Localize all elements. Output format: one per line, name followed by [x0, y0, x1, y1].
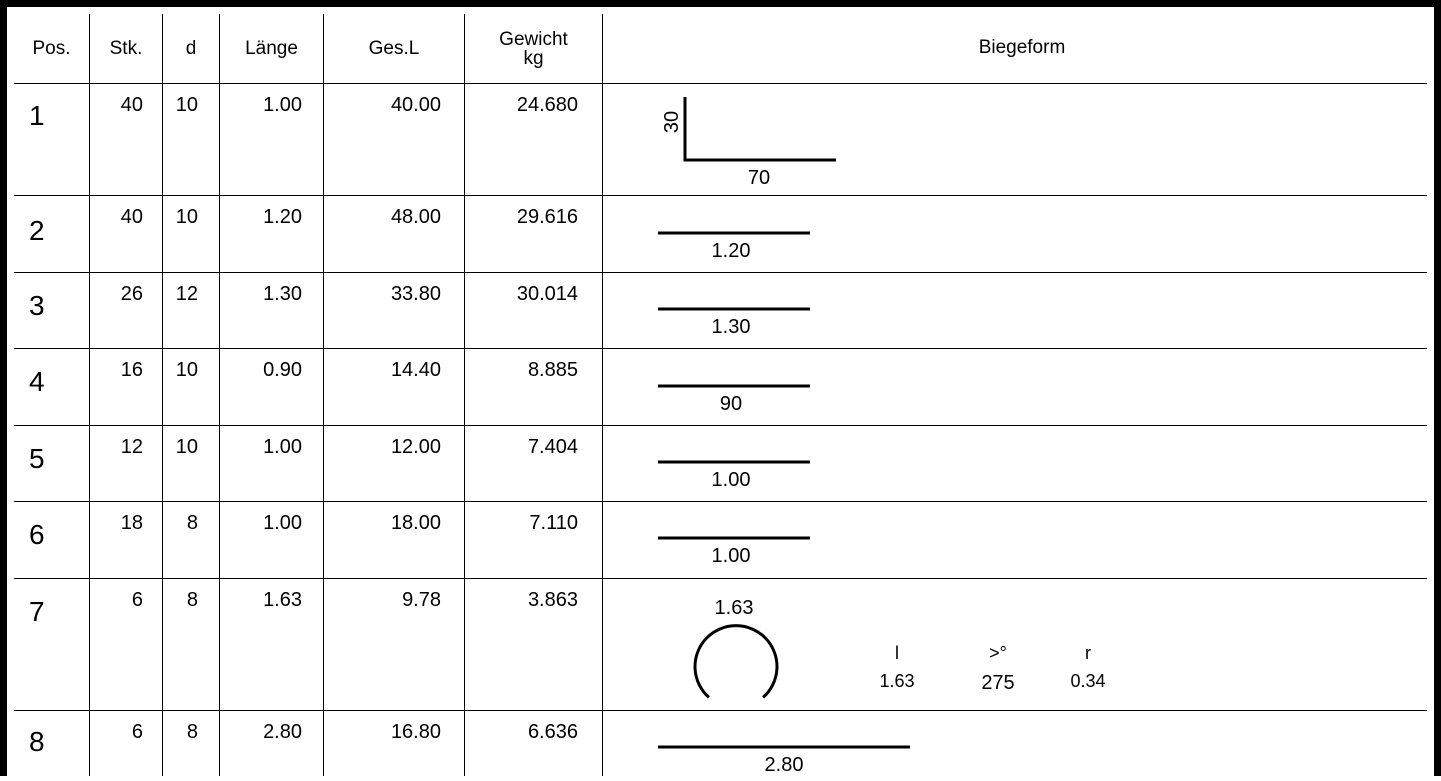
cell-gewicht: 8.885 — [527, 359, 578, 381]
cell-gesl: 40.00 — [390, 94, 441, 116]
row-divider — [14, 348, 1427, 349]
column-divider — [323, 14, 324, 776]
cell-gesl: 18.00 — [390, 512, 441, 534]
cell-pos: 7 — [29, 596, 45, 627]
cell-stk: 6 — [131, 721, 143, 743]
cell-laenge: 1.00 — [263, 94, 302, 116]
header-biegeform: Biegeform — [978, 37, 1066, 58]
param-head-length: l — [895, 643, 899, 663]
l-bend-line — [683, 97, 836, 162]
column-divider — [89, 14, 90, 776]
cell-pos: 6 — [29, 519, 45, 550]
bend-shape-l: 30 70 — [661, 97, 836, 189]
cell-gesl: 48.00 — [390, 206, 441, 228]
bend-shape-straight: 1.20 — [658, 231, 810, 262]
param-value-angle: 275 — [981, 672, 1014, 694]
leg-horizontal-label: 70 — [748, 167, 770, 189]
bar-length-label: 1.00 — [712, 469, 751, 491]
cell-laenge: 0.90 — [263, 359, 302, 381]
column-divider — [219, 14, 220, 776]
row-divider — [14, 195, 1427, 196]
header-laenge: Länge — [245, 38, 298, 59]
leg-vertical-label: 30 — [661, 111, 683, 133]
header-d: d — [185, 38, 197, 59]
ring-length-label: 1.63 — [715, 597, 754, 619]
cell-d: 8 — [186, 721, 198, 743]
cell-pos: 4 — [29, 366, 45, 397]
cell-pos: 2 — [29, 215, 45, 246]
param-head-radius: r — [1085, 643, 1091, 663]
param-value-length: 1.63 — [879, 671, 914, 691]
cell-gewicht: 7.110 — [529, 512, 578, 534]
row-divider — [14, 425, 1427, 426]
cell-stk: 40 — [120, 94, 143, 116]
bend-shape-straight: 1.00 — [658, 536, 810, 567]
cell-gesl: 16.80 — [390, 721, 441, 743]
cell-d: 10 — [175, 436, 198, 458]
cell-pos: 1 — [29, 100, 45, 131]
row-divider — [14, 83, 1427, 84]
row-divider — [14, 578, 1427, 579]
cell-stk: 12 — [120, 436, 143, 458]
cell-gewicht: 30.014 — [516, 283, 578, 305]
bend-shape-straight: 1.00 — [658, 460, 810, 491]
column-divider — [464, 14, 465, 776]
cell-gewicht: 6.636 — [527, 721, 578, 743]
bend-shape-ring: 1.63 l 1.63 >° 275 r 0.34 — [693, 597, 1106, 699]
header-stk: Stk. — [109, 38, 143, 59]
row-divider — [14, 710, 1427, 711]
cell-d: 10 — [175, 94, 198, 116]
bend-shape-straight: 2.80 — [658, 745, 910, 776]
cell-gewicht: 29.616 — [516, 206, 578, 228]
row-divider — [14, 272, 1427, 273]
header-gewicht: Gewicht kg — [465, 14, 602, 83]
bar-length-label: 1.30 — [712, 316, 751, 338]
cell-gesl: 33.80 — [390, 283, 441, 305]
cell-stk: 18 — [120, 512, 143, 534]
column-divider — [162, 14, 163, 776]
cell-laenge: 1.00 — [263, 512, 302, 534]
bend-shape-straight: 90 — [658, 384, 810, 415]
header-gewicht-unit: kg — [523, 47, 544, 69]
cell-gewicht: 3.863 — [527, 589, 578, 611]
param-head-angle: >° — [989, 643, 1007, 663]
cell-d: 8 — [186, 512, 198, 534]
bar-length-label: 90 — [720, 393, 742, 415]
cell-stk: 16 — [120, 359, 143, 381]
cell-stk: 40 — [120, 206, 143, 228]
cell-laenge: 1.30 — [263, 283, 302, 305]
cell-laenge: 1.63 — [263, 589, 302, 611]
header-gewicht-label: Gewicht — [499, 28, 568, 50]
bend-shape-straight: 1.30 — [658, 307, 810, 338]
ring-arc — [693, 624, 779, 699]
param-value-radius: 0.34 — [1070, 671, 1105, 691]
cell-gesl: 12.00 — [390, 436, 441, 458]
cell-stk: 6 — [131, 589, 143, 611]
cell-gesl: 9.78 — [402, 589, 441, 611]
cell-d: 12 — [175, 283, 198, 305]
cell-gewicht: 7.404 — [527, 436, 578, 458]
cell-pos: 5 — [29, 443, 45, 474]
column-divider — [602, 14, 603, 776]
cell-laenge: 1.00 — [263, 436, 302, 458]
cell-laenge: 2.80 — [263, 721, 302, 743]
bar-length-label: 1.00 — [712, 545, 751, 567]
cell-d: 10 — [175, 359, 198, 381]
header-gesl: Ges.L — [368, 38, 420, 59]
cell-d: 8 — [186, 589, 198, 611]
cell-gesl: 14.40 — [390, 359, 441, 381]
cell-pos: 3 — [29, 290, 45, 321]
cell-stk: 26 — [120, 283, 143, 305]
cell-laenge: 1.20 — [263, 206, 302, 228]
bar-length-label: 2.80 — [765, 754, 804, 776]
cell-pos: 8 — [29, 726, 45, 757]
cell-gewicht: 24.680 — [516, 94, 578, 116]
cell-d: 10 — [175, 206, 198, 228]
header-pos: Pos. — [32, 38, 71, 59]
row-divider — [14, 501, 1427, 502]
bar-length-label: 1.20 — [712, 240, 751, 262]
